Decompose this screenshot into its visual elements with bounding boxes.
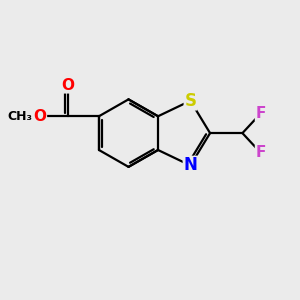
Text: O: O xyxy=(61,78,74,93)
Text: S: S xyxy=(184,92,196,110)
Text: F: F xyxy=(256,106,266,121)
Text: CH₃: CH₃ xyxy=(8,110,33,123)
Text: O: O xyxy=(33,109,46,124)
Text: F: F xyxy=(256,145,266,160)
Text: N: N xyxy=(183,157,197,175)
